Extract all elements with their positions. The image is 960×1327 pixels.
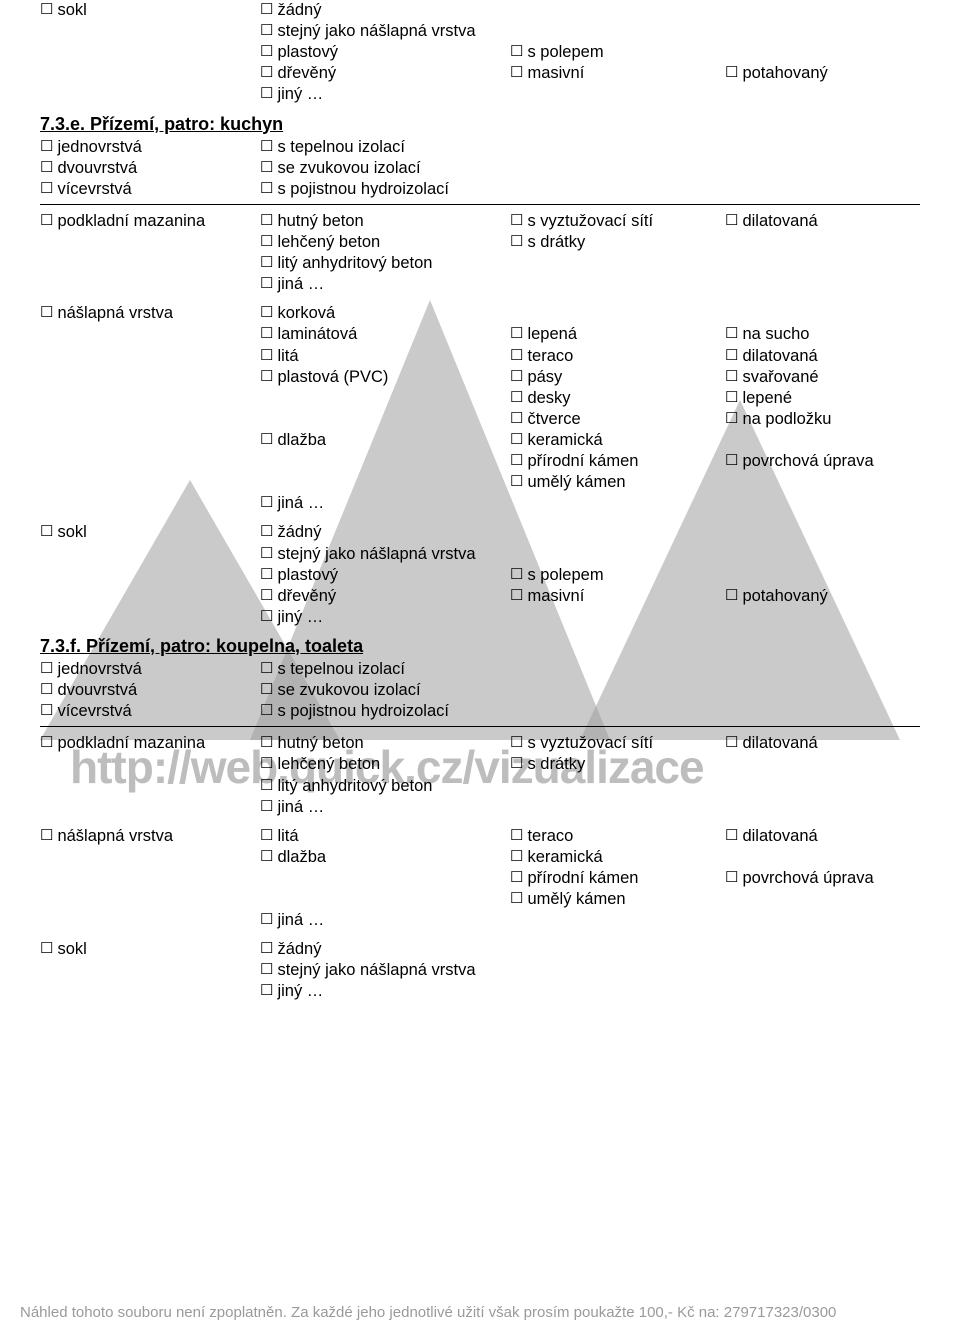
checkbox-item[interactable]: jiný … [260,607,323,628]
footer-text: Náhled tohoto souboru není zpoplatněn. Z… [20,1304,960,1321]
checkbox-item[interactable]: umělý kámen [510,889,626,910]
checkbox-item[interactable]: žádný [260,0,321,21]
checkbox-item[interactable]: dlažba [260,847,326,868]
checkbox-item[interactable]: na sucho [725,324,809,345]
checkbox-item[interactable]: s polepem [510,42,604,63]
checkbox-item[interactable]: jiná … [260,910,324,931]
checkbox-item[interactable]: hutný beton [260,733,364,754]
checkbox-item[interactable]: lehčený beton [260,232,380,253]
checkbox-item[interactable]: s drátky [510,232,585,253]
checkbox-item[interactable]: lepená [510,324,577,345]
checkbox-item[interactable]: svařované [725,367,819,388]
checkbox-item[interactable]: hutný beton [260,211,364,232]
checkbox-item[interactable]: s pojistnou hydroizolací [260,701,449,722]
checkbox-item[interactable]: teraco [510,826,573,847]
checkbox-item[interactable]: přírodní kámen [510,868,638,889]
checkbox-item[interactable]: jiná … [260,797,324,818]
checkbox-item[interactable]: jiný … [260,981,323,1002]
checkbox-item[interactable]: jiný … [260,84,323,105]
checkbox-item[interactable]: se zvukovou izolací [260,680,421,701]
checkbox-item[interactable]: stejný jako nášlapná vrstva [260,960,476,981]
checkbox-item[interactable]: keramická [510,430,603,451]
checkbox-item[interactable]: s drátky [510,754,585,775]
checkbox-item[interactable]: masivní [510,63,584,84]
checkbox-item[interactable]: dvouvrstvá [40,680,137,701]
checkbox-item[interactable]: s vyztužovací sítí [510,733,653,754]
checkbox-item[interactable]: desky [510,388,571,409]
checkbox-item[interactable]: jiná … [260,493,324,514]
checkbox-item[interactable]: dilatovaná [725,826,818,847]
checkbox-item[interactable]: s tepelnou izolací [260,659,405,680]
checkbox-item[interactable]: litý anhydritový beton [260,776,432,797]
checkbox-item[interactable]: lepené [725,388,792,409]
checkbox-item[interactable]: plastový [260,565,338,586]
checkbox-item[interactable]: na podložku [725,409,831,430]
checkbox-item[interactable]: stejný jako nášlapná vrstva [260,21,476,42]
checkbox-item[interactable]: potahovaný [725,63,828,84]
checkbox-item[interactable]: dilatovaná [725,346,818,367]
checkbox-item[interactable]: litá [260,346,299,367]
document-content: sokl žádný stejný jako nášlapná vrstva p… [0,0,960,1003]
checkbox-item[interactable]: sokl [40,522,87,543]
checkbox-item[interactable]: podkladní mazanina [40,733,205,754]
checkbox-item[interactable]: sokl [40,939,87,960]
checkbox-item[interactable]: povrchová úprava [725,451,874,472]
checkbox-item[interactable]: korková [260,303,335,324]
checkbox-item[interactable]: litá [260,826,299,847]
section-divider [40,204,920,205]
checkbox-item[interactable]: dilatovaná [725,211,818,232]
checkbox-item[interactable]: se zvukovou izolací [260,158,421,179]
checkbox-item[interactable]: nášlapná vrstva [40,303,173,324]
checkbox-item[interactable]: pásy [510,367,562,388]
checkbox-item[interactable]: s vyztužovací sítí [510,211,653,232]
checkbox-item[interactable]: sokl [40,0,87,21]
checkbox-item[interactable]: povrchová úprava [725,868,874,889]
checkbox-item[interactable]: čtverce [510,409,581,430]
checkbox-item[interactable]: jednovrstvá [40,659,142,680]
checkbox-item[interactable]: s polepem [510,565,604,586]
checkbox-item[interactable]: nášlapná vrstva [40,826,173,847]
checkbox-item[interactable]: plastový [260,42,338,63]
checkbox-item[interactable]: jednovrstvá [40,137,142,158]
checkbox-item[interactable]: žádný [260,522,321,543]
checkbox-item[interactable]: s tepelnou izolací [260,137,405,158]
checkbox-item[interactable]: keramická [510,847,603,868]
checkbox-item[interactable]: potahovaný [725,586,828,607]
section-heading-73e: 7.3.e. Přízemí, patro: kuchyn [40,114,920,135]
checkbox-item[interactable]: dvouvrstvá [40,158,137,179]
checkbox-item[interactable]: vícevrstvá [40,179,132,200]
checkbox-item[interactable]: jiná … [260,274,324,295]
checkbox-item[interactable]: plastová (PVC) [260,367,388,388]
checkbox-item[interactable]: s pojistnou hydroizolací [260,179,449,200]
checkbox-item[interactable]: dřevěný [260,63,336,84]
checkbox-item[interactable]: podkladní mazanina [40,211,205,232]
checkbox-item[interactable]: laminátová [260,324,357,345]
section-heading-73f: 7.3.f. Přízemí, patro: koupelna, toaleta [40,636,920,657]
checkbox-item[interactable]: litý anhydritový beton [260,253,432,274]
checkbox-item[interactable]: vícevrstvá [40,701,132,722]
checkbox-item[interactable]: žádný [260,939,321,960]
checkbox-item[interactable]: přírodní kámen [510,451,638,472]
checkbox-item[interactable]: stejný jako nášlapná vrstva [260,544,476,565]
checkbox-item[interactable]: lehčený beton [260,754,380,775]
checkbox-item[interactable]: dilatovaná [725,733,818,754]
checkbox-item[interactable]: teraco [510,346,573,367]
checkbox-item[interactable]: umělý kámen [510,472,626,493]
checkbox-item[interactable]: dlažba [260,430,326,451]
checkbox-item[interactable]: dřevěný [260,586,336,607]
checkbox-item[interactable]: masivní [510,586,584,607]
section-divider [40,726,920,727]
